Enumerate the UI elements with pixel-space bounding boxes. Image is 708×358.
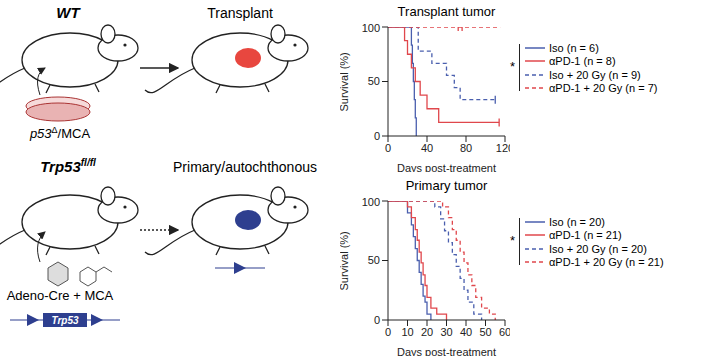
html-text:Iso (n = 6): Iso (n = 6) <box>549 41 599 54</box>
svg-text:0: 0 <box>385 142 391 154</box>
svg-text:WT: WT <box>56 4 81 21</box>
svg-text:100: 100 <box>362 22 380 34</box>
svg-text:50: 50 <box>368 75 380 87</box>
svg-text:40: 40 <box>460 326 472 338</box>
svg-text:0: 0 <box>374 130 380 142</box>
svg-text:80: 80 <box>460 142 472 154</box>
svg-text:Trp53: Trp53 <box>51 315 78 326</box>
svg-text:120: 120 <box>496 142 510 154</box>
html-text:αPD-1 + 20 Gy (n = 7): αPD-1 + 20 Gy (n = 7) <box>549 82 658 95</box>
svg-text:10: 10 <box>401 326 413 338</box>
svg-text:30: 30 <box>440 326 452 338</box>
html-text:αPD-1 + 20 Gy (n = 21): αPD-1 + 20 Gy (n = 21) <box>549 256 664 269</box>
svg-text:50: 50 <box>479 326 491 338</box>
svg-text:Days post-treatment: Days post-treatment <box>397 162 496 172</box>
html-text:Iso + 20 Gy (n = 20): Iso + 20 Gy (n = 20) <box>549 242 647 255</box>
html-text:Iso (n = 20): Iso (n = 20) <box>549 215 605 228</box>
svg-text:50: 50 <box>368 254 380 266</box>
svg-text:Survival (%): Survival (%) <box>340 52 350 111</box>
svg-text:Survival (%): Survival (%) <box>340 231 350 290</box>
svg-text:Days post-treatment: Days post-treatment <box>397 346 496 356</box>
svg-text:Primary/autochthonous: Primary/autochthonous <box>173 159 317 175</box>
svg-text:Trp53fl/fl: Trp53fl/fl <box>40 157 96 175</box>
svg-text:Transplant: Transplant <box>207 5 273 21</box>
svg-text:Adeno-Cre + MCA: Adeno-Cre + MCA <box>8 288 114 303</box>
svg-text:0: 0 <box>385 326 391 338</box>
svg-text:20: 20 <box>421 326 433 338</box>
svg-text:0: 0 <box>374 314 380 326</box>
svg-text:100: 100 <box>362 196 380 208</box>
svg-text:p53Δ/MCA: p53Δ/MCA <box>29 125 91 141</box>
html-text:Primary tumor: Primary tumor <box>405 178 488 193</box>
svg-text:60: 60 <box>499 326 510 338</box>
svg-text:40: 40 <box>421 142 433 154</box>
html-text:Iso + 20 Gy (n = 9): Iso + 20 Gy (n = 9) <box>549 68 641 81</box>
html-text:αPD-1 (n = 21): αPD-1 (n = 21) <box>549 229 622 242</box>
html-text:Transplant tumor: Transplant tumor <box>397 4 496 19</box>
html-text:αPD-1 (n = 8): αPD-1 (n = 8) <box>549 55 616 68</box>
